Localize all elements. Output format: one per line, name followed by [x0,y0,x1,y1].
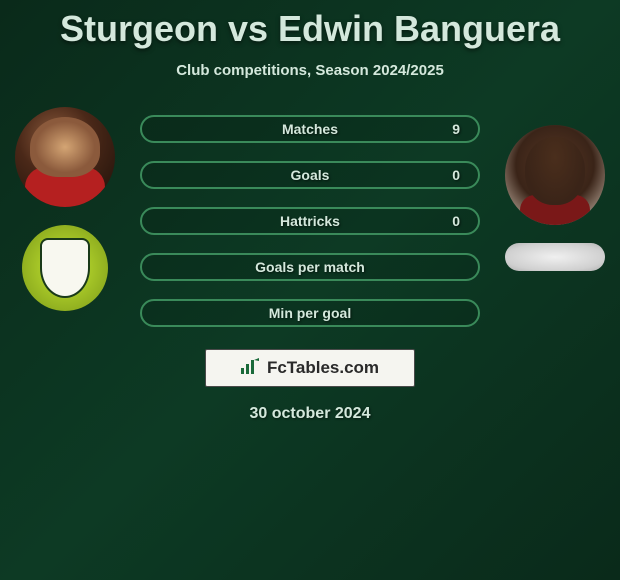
stat-row-goals: Goals 0 [140,161,480,189]
stat-value: 0 [452,213,460,229]
stat-row-hattricks: Hattricks 0 [140,207,480,235]
infographic-container: Sturgeon vs Edwin Banguera Club competit… [0,0,620,580]
player-right-column [500,125,610,271]
stat-row-min-per-goal: Min per goal [140,299,480,327]
player-left-column [10,107,120,311]
player2-team-badge [505,243,605,271]
season-subtitle: Club competitions, Season 2024/2025 [176,62,444,79]
chart-icon [241,358,261,379]
stat-value: 0 [452,167,460,183]
player1-team-badge [22,225,108,311]
stat-label: Min per goal [269,305,351,321]
stat-row-matches: Matches 9 [140,115,480,143]
stat-row-goals-per-match: Goals per match [140,253,480,281]
brand-logo: FcTables.com [205,349,415,387]
stat-value: 9 [452,121,460,137]
comparison-content: Matches 9 Goals 0 Hattricks 0 Goals per … [0,107,620,327]
player1-avatar [15,107,115,207]
stats-column: Matches 9 Goals 0 Hattricks 0 Goals per … [140,115,480,327]
stat-label: Goals per match [255,259,365,275]
date-label: 30 october 2024 [250,405,371,423]
stat-label: Goals [291,167,330,183]
brand-name: FcTables.com [267,358,379,378]
player2-avatar [505,125,605,225]
comparison-title: Sturgeon vs Edwin Banguera [60,8,560,50]
stat-label: Hattricks [280,213,340,229]
stat-label: Matches [282,121,338,137]
